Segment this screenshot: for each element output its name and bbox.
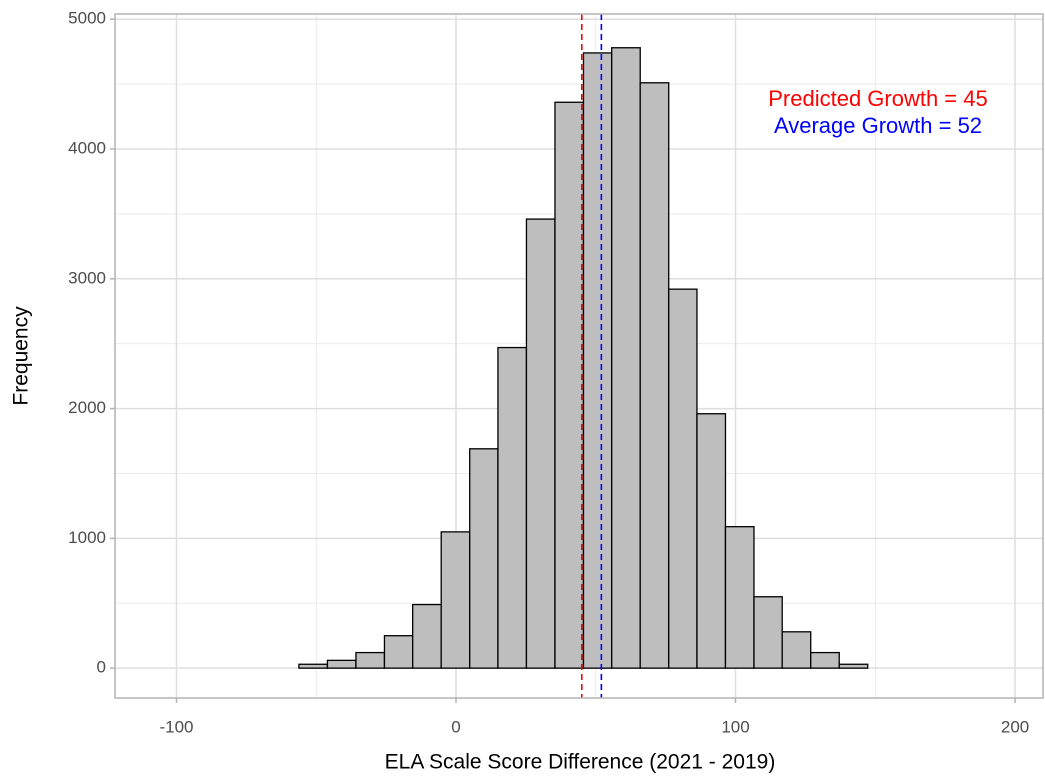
x-tick-label: 100: [721, 717, 749, 736]
x-axis-title: ELA Scale Score Difference (2021 - 2019): [385, 751, 776, 774]
histogram-bar: [298, 663, 329, 669]
histogram-bar: [724, 526, 755, 669]
y-tick-label: 2000: [68, 398, 106, 417]
y-tick-label: 3000: [68, 268, 106, 287]
histogram-bar: [525, 218, 556, 669]
panel-border: [114, 13, 1044, 699]
y-tick-label: 1000: [68, 528, 106, 547]
x-tick-label: -100: [159, 717, 193, 736]
histogram-bar: [440, 531, 471, 669]
histogram-bar: [668, 288, 698, 669]
y-tick-label: 5000: [68, 9, 106, 28]
histogram-bar: [383, 635, 414, 669]
annotation: Average Growth = 52: [774, 113, 982, 138]
y-tick-label: 0: [97, 658, 106, 677]
histogram-bar: [781, 631, 812, 669]
histogram-bar: [611, 47, 641, 669]
histogram-bar: [696, 413, 727, 669]
histogram-bar: [497, 346, 528, 669]
histogram-bar: [838, 663, 869, 669]
histogram-bar: [412, 603, 442, 669]
x-tick-label: 0: [451, 717, 460, 736]
y-tick-label: 4000: [68, 138, 106, 157]
y-axis-title: Frequency: [10, 306, 33, 406]
histogram-bar: [810, 651, 840, 669]
histogram-bar: [326, 659, 357, 669]
histogram-bar: [469, 448, 499, 669]
histogram-bar: [639, 82, 670, 669]
histogram-bar: [554, 101, 585, 669]
histogram-bar: [753, 596, 783, 669]
x-tick-label: 200: [1001, 717, 1029, 736]
histogram-bar: [582, 52, 613, 669]
histogram-bar: [355, 651, 386, 669]
annotation: Predicted Growth = 45: [768, 86, 988, 111]
